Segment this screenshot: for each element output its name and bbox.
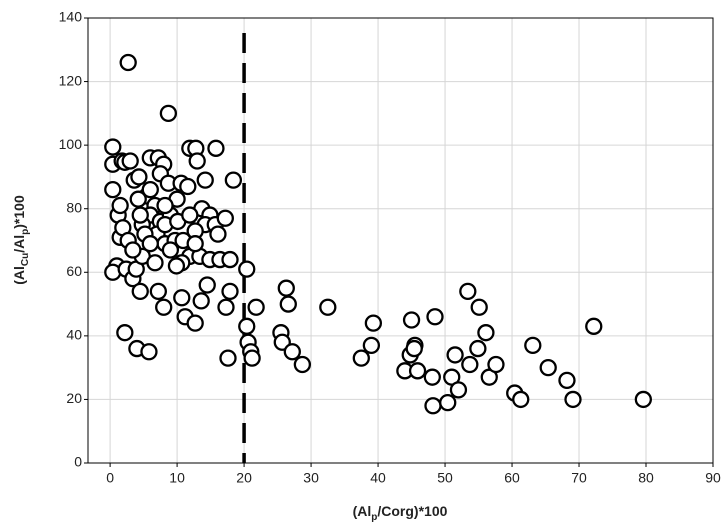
point <box>364 314 383 332</box>
y-tick-label: 0 <box>74 454 82 470</box>
point <box>221 282 239 301</box>
point <box>155 298 173 316</box>
point <box>217 298 235 316</box>
point <box>186 314 204 332</box>
y-tick-label: 40 <box>66 327 82 343</box>
point <box>470 298 488 316</box>
point <box>219 349 237 367</box>
point <box>487 355 505 374</box>
point <box>539 358 557 377</box>
point <box>116 324 134 342</box>
point <box>423 368 441 386</box>
point <box>129 190 147 208</box>
point <box>221 250 239 269</box>
point <box>524 336 542 355</box>
point <box>146 254 164 272</box>
x-tick-label: 20 <box>236 470 252 486</box>
point <box>179 177 197 196</box>
point <box>426 308 444 326</box>
point <box>279 295 297 313</box>
point <box>243 349 261 367</box>
point <box>181 206 199 224</box>
point <box>121 152 139 170</box>
point <box>131 206 149 224</box>
point <box>634 390 652 409</box>
point <box>216 209 234 227</box>
x-tick-label: 40 <box>370 470 386 486</box>
point <box>104 180 122 199</box>
plot-border <box>87 17 714 464</box>
point <box>119 53 137 72</box>
y-tick-label: 120 <box>59 72 83 88</box>
point <box>293 355 312 374</box>
point <box>224 171 243 189</box>
y-tick-label: 100 <box>59 136 83 152</box>
point <box>362 336 381 355</box>
point <box>238 317 256 335</box>
x-axis-label: (Alp/Corg)*100 <box>353 503 448 523</box>
point <box>449 381 468 399</box>
point <box>446 346 464 364</box>
x-tick-label: 70 <box>571 470 587 486</box>
y-axis-label: (AlCu/Alp)*100 <box>11 195 31 285</box>
point <box>459 282 477 301</box>
point <box>198 276 216 294</box>
point <box>111 196 129 215</box>
point <box>319 298 337 316</box>
y-tick-label: 60 <box>66 263 82 279</box>
point <box>247 298 265 316</box>
point <box>104 138 122 156</box>
point <box>277 279 295 297</box>
x-tick-label: 0 <box>106 470 114 486</box>
point <box>461 355 479 374</box>
point <box>564 390 582 409</box>
x-tick-label: 50 <box>437 470 453 486</box>
point <box>405 339 423 358</box>
point <box>124 241 142 259</box>
point <box>283 343 301 361</box>
point <box>140 343 158 361</box>
point <box>558 371 576 390</box>
point <box>186 235 204 253</box>
point <box>173 289 191 307</box>
y-tick-label: 80 <box>66 199 82 215</box>
point <box>585 317 603 335</box>
point <box>408 362 427 380</box>
x-tick-label: 90 <box>705 470 721 486</box>
point <box>352 349 370 367</box>
point <box>238 260 256 278</box>
point <box>477 324 495 342</box>
point <box>131 282 149 301</box>
point <box>188 152 206 170</box>
point <box>207 139 225 157</box>
x-tick-label: 10 <box>169 470 185 486</box>
point <box>159 104 178 123</box>
point <box>141 235 159 253</box>
x-tick-label: 30 <box>303 470 319 486</box>
point <box>469 339 487 358</box>
point <box>149 282 167 301</box>
point <box>167 257 186 275</box>
x-tick-label: 60 <box>504 470 520 486</box>
point <box>192 292 210 310</box>
point <box>156 196 174 215</box>
point <box>424 397 442 415</box>
point <box>130 168 148 186</box>
point <box>196 171 214 189</box>
point <box>141 180 159 199</box>
x-tick-label: 80 <box>638 470 654 486</box>
y-tick-label: 20 <box>66 390 82 406</box>
point <box>439 393 457 412</box>
point <box>402 311 421 329</box>
point <box>512 390 530 409</box>
point <box>209 225 227 243</box>
point <box>161 241 180 259</box>
y-tick-label: 140 <box>59 9 83 25</box>
